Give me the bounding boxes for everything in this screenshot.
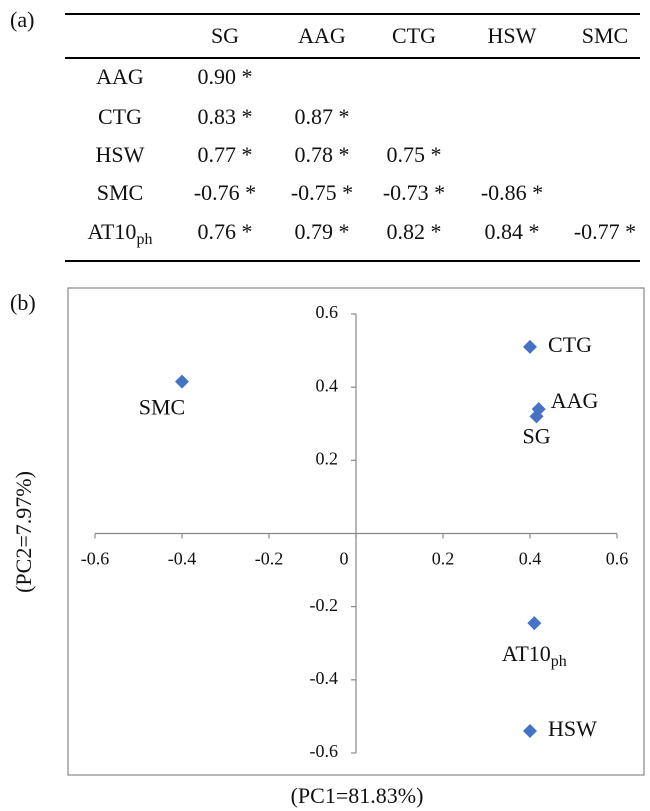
point-label: AT10ph	[502, 641, 567, 670]
y-axis-label: (PC2=7.97%)	[11, 471, 36, 593]
table-cell: 0.78 *	[295, 142, 350, 167]
point	[175, 374, 189, 389]
y-tick-label: 0.2	[316, 448, 339, 468]
table-cell: 0.83 *	[198, 104, 253, 129]
table-cell: -0.76 *	[194, 180, 256, 205]
panel-label: (b)	[10, 290, 36, 315]
y-tick-label: -0.2	[310, 595, 339, 615]
table-cell: -0.73 *	[383, 180, 445, 205]
point-label-base: AT10	[502, 641, 551, 666]
row-label-sub: ph	[136, 231, 152, 248]
plot-frame	[67, 287, 645, 776]
x-tick-label: -0.2	[255, 549, 284, 569]
point-label: SG	[522, 423, 550, 448]
x-tick-label: 0.2	[432, 549, 455, 569]
row-label: AAG	[96, 64, 144, 89]
x-tick-label: 0.4	[519, 549, 542, 569]
column-header: AAG	[298, 23, 346, 48]
point	[529, 409, 544, 424]
table-cell: 0.76 *	[198, 219, 253, 244]
y-tick-label: -0.6	[310, 741, 339, 761]
table-cell: 0.77 *	[198, 142, 253, 167]
row-label: HSW	[96, 142, 145, 167]
panel-label: (a)	[10, 7, 34, 32]
x-tick-label: 0.6	[606, 549, 629, 569]
point	[523, 724, 537, 739]
point	[523, 339, 537, 354]
row-label-base: AT10	[88, 219, 137, 244]
row-label: AT10ph	[88, 219, 153, 248]
row-label: SMC	[97, 180, 143, 205]
x-tick-label: 0	[340, 549, 349, 569]
table-cell: 0.84 *	[485, 219, 540, 244]
point-label-sub: ph	[551, 653, 567, 670]
column-header: CTG	[392, 23, 436, 48]
table-cell: 0.75 *	[387, 142, 442, 167]
y-tick-label: 0.6	[316, 302, 339, 322]
point-label: AAG	[551, 388, 599, 413]
table-cell: -0.75 *	[291, 180, 353, 205]
point-label: SMC	[139, 395, 185, 420]
y-tick-label: -0.4	[310, 668, 339, 688]
table-cell: 0.90 *	[198, 64, 253, 89]
column-header: SG	[211, 23, 239, 48]
x-tick-label: -0.6	[81, 549, 110, 569]
x-tick-label: -0.4	[168, 549, 197, 569]
table-cell: 0.87 *	[295, 104, 350, 129]
point-label: HSW	[548, 716, 597, 741]
column-header: SMC	[582, 23, 628, 48]
row-label: CTG	[98, 104, 142, 129]
table-cell: -0.77 *	[574, 219, 636, 244]
point	[527, 616, 542, 631]
table-cell: 0.82 *	[387, 219, 442, 244]
y-tick-label: 0.4	[316, 375, 339, 395]
x-axis-label: (PC1=81.83%)	[291, 783, 424, 808]
column-header: HSW	[488, 23, 537, 48]
point-label: CTG	[548, 332, 592, 357]
table-cell: 0.79 *	[295, 219, 350, 244]
table-cell: -0.86 *	[481, 180, 543, 205]
